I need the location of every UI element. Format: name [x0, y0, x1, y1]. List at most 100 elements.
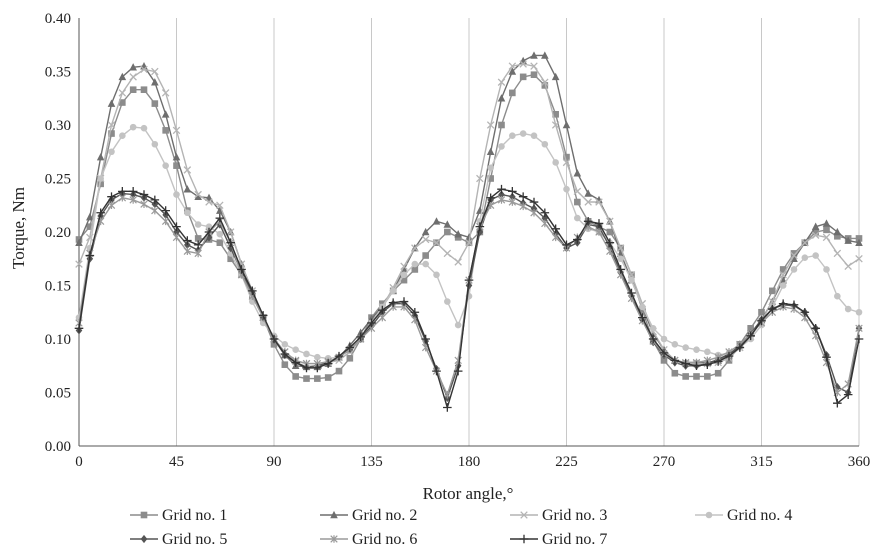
data-point — [703, 360, 712, 369]
data-point — [432, 238, 441, 247]
data-point — [118, 187, 127, 196]
data-point — [400, 276, 408, 284]
data-point — [823, 226, 830, 234]
data-point — [855, 324, 863, 333]
data-point — [692, 361, 701, 371]
data-point — [291, 358, 300, 367]
data-point — [769, 287, 776, 295]
data-point — [595, 228, 603, 236]
legend-swatch-marker — [330, 510, 338, 519]
x-tick-label: 360 — [848, 454, 871, 470]
data-point — [281, 341, 289, 348]
data-point — [172, 233, 181, 242]
data-point — [497, 184, 506, 194]
data-point — [161, 89, 170, 97]
data-point — [508, 62, 517, 70]
data-point — [465, 238, 473, 247]
data-point — [628, 276, 635, 284]
data-point — [530, 204, 538, 213]
series-grid-no-7 — [74, 184, 864, 412]
data-point — [443, 249, 452, 258]
data-point — [541, 78, 549, 86]
x-tick-label: 270 — [653, 454, 676, 470]
data-point — [790, 266, 798, 273]
data-point — [843, 390, 853, 399]
data-point — [129, 73, 137, 81]
data-point — [151, 67, 159, 76]
x-tick-label: 180 — [458, 454, 481, 470]
data-point — [205, 223, 213, 230]
data-point — [411, 266, 419, 273]
data-point — [108, 148, 115, 156]
data-point — [432, 217, 441, 225]
legend-swatch-marker — [519, 534, 529, 544]
data-point — [735, 343, 745, 352]
data-point — [606, 228, 614, 236]
data-point — [86, 212, 94, 221]
data-point — [540, 208, 550, 218]
data-point — [552, 159, 559, 166]
data-point — [563, 153, 570, 161]
data-point — [714, 369, 722, 377]
data-point — [96, 208, 105, 218]
data-point — [519, 56, 527, 65]
data-point — [389, 287, 397, 295]
data-point — [757, 316, 766, 326]
data-point — [497, 78, 506, 86]
data-point — [258, 311, 268, 320]
data-point — [530, 208, 538, 217]
data-point — [454, 258, 462, 266]
legend-label: Grid no. 1 — [162, 507, 227, 524]
data-point — [648, 334, 658, 344]
series-group — [74, 51, 864, 412]
y-tick-label: 0.00 — [45, 439, 71, 455]
data-point — [822, 233, 831, 242]
data-point — [151, 206, 159, 215]
data-point — [378, 313, 387, 322]
data-point — [410, 307, 420, 317]
data-point — [433, 271, 440, 279]
data-point — [616, 244, 625, 252]
data-point — [107, 121, 116, 129]
legend-label: Grid no. 5 — [162, 531, 227, 548]
data-point — [411, 260, 419, 268]
data-point — [443, 403, 452, 412]
data-point — [216, 230, 224, 238]
data-point — [508, 187, 517, 196]
data-point — [97, 180, 104, 188]
data-point — [551, 233, 560, 242]
legend-label: Grid no. 3 — [542, 507, 607, 524]
data-point — [400, 271, 408, 279]
data-point — [367, 318, 376, 328]
data-point — [583, 217, 593, 226]
data-point — [454, 321, 462, 329]
data-point — [855, 238, 863, 246]
data-point — [530, 51, 538, 59]
data-point — [682, 373, 689, 380]
legend-swatch-marker — [140, 511, 148, 519]
data-point — [215, 213, 225, 223]
data-point — [216, 201, 224, 210]
data-point — [475, 222, 485, 231]
data-point — [693, 373, 700, 380]
legend-label: Grid no. 7 — [542, 531, 607, 548]
data-point — [205, 198, 213, 206]
data-point — [812, 228, 819, 236]
data-point — [833, 249, 842, 258]
data-point — [75, 260, 83, 268]
legend-swatch-marker — [140, 534, 148, 544]
data-point — [855, 308, 863, 316]
data-point — [183, 236, 192, 245]
data-point — [400, 262, 408, 270]
legend-item: Grid no. 1 — [130, 507, 227, 524]
data-point — [746, 331, 755, 341]
data-point — [119, 132, 126, 139]
data-point — [422, 260, 429, 268]
data-point — [562, 158, 571, 167]
data-point — [529, 197, 539, 207]
data-point — [303, 350, 310, 358]
data-point — [833, 398, 842, 408]
data-point — [464, 275, 474, 285]
data-point — [498, 143, 505, 150]
data-point — [193, 240, 203, 250]
